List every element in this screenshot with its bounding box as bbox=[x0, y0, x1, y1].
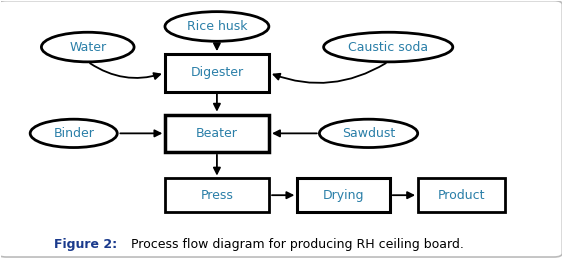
Ellipse shape bbox=[319, 119, 418, 148]
Text: Sawdust: Sawdust bbox=[342, 127, 395, 140]
Text: Water: Water bbox=[69, 41, 106, 54]
FancyBboxPatch shape bbox=[418, 178, 505, 212]
Text: Caustic soda: Caustic soda bbox=[348, 41, 428, 54]
Text: Rice husk: Rice husk bbox=[187, 20, 247, 33]
Text: Digester: Digester bbox=[190, 66, 243, 79]
Ellipse shape bbox=[42, 32, 134, 62]
Text: Drying: Drying bbox=[323, 189, 364, 202]
Text: Process flow diagram for producing RH ceiling board.: Process flow diagram for producing RH ce… bbox=[127, 238, 464, 251]
Text: Beater: Beater bbox=[196, 127, 238, 140]
Ellipse shape bbox=[30, 119, 117, 148]
FancyBboxPatch shape bbox=[165, 178, 269, 212]
FancyBboxPatch shape bbox=[297, 178, 390, 212]
Ellipse shape bbox=[165, 12, 269, 41]
FancyBboxPatch shape bbox=[165, 115, 269, 152]
Text: Press: Press bbox=[200, 189, 233, 202]
Text: Figure 2:: Figure 2: bbox=[54, 238, 117, 251]
Text: Product: Product bbox=[437, 189, 485, 202]
Text: Binder: Binder bbox=[53, 127, 94, 140]
Ellipse shape bbox=[324, 32, 453, 62]
FancyBboxPatch shape bbox=[165, 54, 269, 91]
